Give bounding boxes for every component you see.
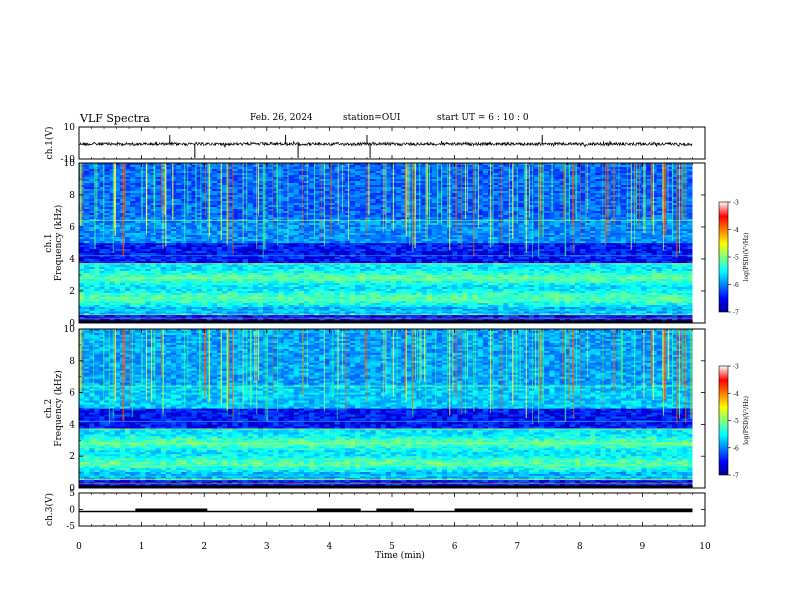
y-axis-label: ch.2Frequency (kHz) — [44, 370, 64, 447]
y-tick-label: 2 — [69, 452, 75, 462]
y-tick-label: 5 — [69, 489, 75, 499]
colorbar-label: log(PSD)(V²/Hz) — [743, 233, 750, 282]
x-axis-label: Time (min) — [375, 550, 425, 561]
y-tick-label: -5 — [66, 522, 75, 532]
x-tick-label: 2 — [201, 542, 207, 552]
ch3-high-segment — [455, 509, 693, 512]
ch3-high-segment — [376, 509, 414, 512]
colorbar-tick-label: -4 — [733, 391, 739, 398]
colorbar-tick-label: -3 — [733, 364, 739, 371]
colorbar-tick-label: -5 — [733, 255, 739, 262]
x-tick-label: 4 — [327, 542, 333, 552]
y-tick-label: 8 — [69, 191, 75, 201]
y-axis-label: ch.1(V) — [44, 127, 55, 160]
y-tick-label: 6 — [69, 223, 75, 233]
colorbar-tick-label: -3 — [733, 200, 739, 207]
y-tick-label: 4 — [69, 420, 75, 430]
colorbar-tick-label: -6 — [733, 282, 739, 289]
colorbar-tick-label: -6 — [733, 445, 739, 452]
y-tick-label: 0 — [69, 506, 75, 516]
y-tick-label: 10 — [64, 123, 76, 133]
ch3-high-segment — [135, 509, 207, 512]
x-tick-label: 8 — [577, 542, 583, 552]
x-tick-label: 1 — [139, 542, 145, 552]
x-tick-label: 6 — [452, 542, 458, 552]
y-axis-label: ch.1Frequency (kHz) — [44, 205, 64, 282]
y-tick-label: 2 — [69, 287, 75, 297]
x-tick-label: 0 — [76, 542, 82, 552]
ch3-high-segment — [317, 509, 361, 512]
colorbar-tick-label: -5 — [733, 418, 739, 425]
ch2-colorbar — [719, 366, 728, 475]
x-tick-label: 7 — [514, 542, 520, 552]
x-tick-label: 3 — [264, 542, 270, 552]
x-tick-label: 9 — [640, 542, 646, 552]
vlf-figure: 10-10ch.1(V) 0246810ch.1Frequency (kHz) … — [0, 0, 792, 612]
y-tick-label: 10 — [64, 159, 76, 169]
colorbar-tick-label: -4 — [733, 227, 739, 234]
colorbar-tick-label: -7 — [733, 310, 739, 317]
y-tick-label: 10 — [64, 325, 76, 335]
y-axis-label: ch.3(V) — [44, 493, 55, 526]
colorbar-label: log(PSD)(V²/Hz) — [743, 396, 750, 445]
colorbar-tick-label: -7 — [733, 473, 739, 480]
ch1-colorbar — [719, 202, 728, 312]
x-tick-label: 10 — [699, 542, 711, 552]
y-tick-label: 4 — [69, 255, 75, 265]
y-tick-label: 6 — [69, 389, 75, 399]
y-tick-label: 8 — [69, 357, 75, 367]
ch3-waveform-panel: 5 0 -5 ch.3(V) — [44, 489, 705, 532]
